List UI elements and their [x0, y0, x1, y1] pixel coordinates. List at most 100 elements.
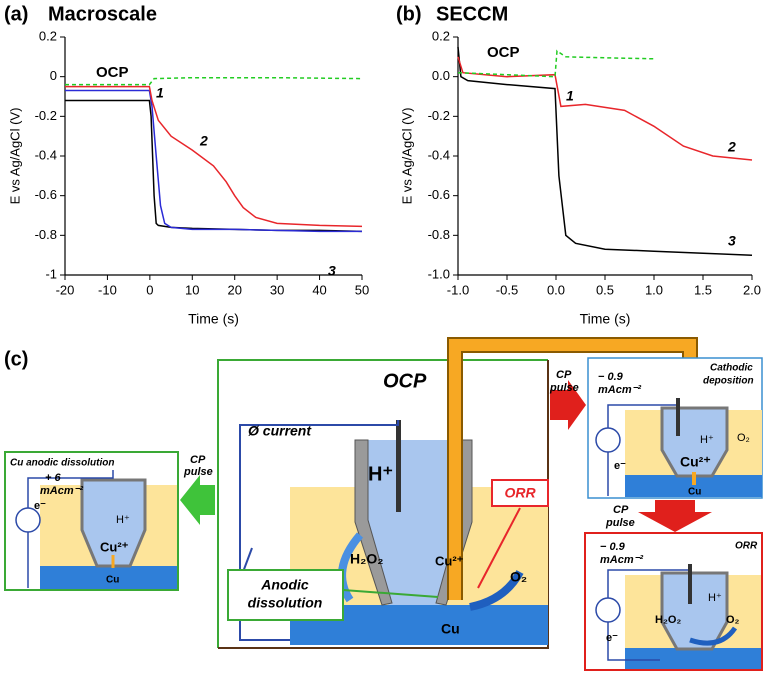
annotation: 1: [156, 85, 164, 101]
substrate: [625, 648, 761, 669]
arrow: [689, 626, 738, 646]
x-tick-label: 2.0: [743, 282, 761, 297]
arrow: [469, 569, 524, 611]
x-tick-label: 20: [227, 282, 241, 297]
series-line: [457, 49, 655, 78]
orr-box: [491, 479, 549, 507]
x-tick-label: 10: [185, 282, 199, 297]
panel-title: ORR: [735, 541, 758, 552]
bottom-right-panel: ORR − 0.9 mAcm⁻² H⁺ H₂O₂ O₂ e⁻: [584, 532, 763, 671]
chart-title: Macroscale: [48, 3, 157, 25]
electrode: [676, 398, 680, 436]
pipette-wall: [354, 439, 393, 606]
pipette-solution: [366, 440, 461, 605]
label: CP: [613, 504, 629, 516]
top-right-panel: CP pulse − 0.9 mAcm⁻² Cathodic depositio…: [549, 357, 763, 529]
y-tick-label: -1: [45, 266, 57, 281]
electrode: [396, 420, 401, 512]
electrode: [688, 564, 692, 604]
label: O₂: [737, 432, 750, 444]
y-tick-label: -0.4: [428, 147, 450, 162]
y-axis-label: E vs Ag/AgCl (V): [7, 108, 22, 205]
y-tick-label: -1.0: [428, 266, 450, 281]
panel-title: deposition: [703, 376, 754, 387]
x-tick-label: 50: [355, 282, 369, 297]
annotation: 2: [199, 133, 208, 149]
y-tick-label: 0: [50, 68, 57, 83]
panel-title: Cathodic: [710, 363, 753, 374]
label: dissolution: [248, 595, 323, 611]
label: CP: [190, 454, 206, 466]
label: Cu²⁺: [435, 553, 464, 568]
y-tick-label: 0.0: [432, 68, 450, 83]
arrow: [477, 507, 521, 589]
x-tick-label: -0.5: [496, 282, 518, 297]
arrow: [342, 589, 439, 598]
y-tick-label: -0.8: [35, 227, 57, 242]
substrate: [40, 566, 177, 589]
label: e⁻: [614, 460, 626, 472]
annotation: OCP: [487, 44, 520, 61]
label: pulse: [605, 517, 635, 529]
anodic-box: [227, 569, 344, 621]
x-tick-label: -20: [56, 282, 75, 297]
label: CP: [556, 369, 572, 381]
label: H⁺: [368, 463, 393, 485]
x-tick-label: 40: [312, 282, 326, 297]
label: − 0.9: [598, 371, 624, 383]
y-tick-label: -0.4: [35, 147, 57, 162]
annotation: OCP: [96, 64, 129, 81]
label: H₂O₂: [655, 614, 681, 626]
label: e⁻: [606, 632, 618, 644]
annotation: 3: [728, 233, 736, 249]
panel-label: (c): [4, 348, 28, 370]
label: O₂: [510, 569, 527, 585]
chart-title: SECCM: [436, 3, 508, 25]
panel-label: (b): [396, 3, 422, 25]
series-line: [457, 46, 753, 256]
label: Cu: [106, 575, 119, 586]
label: Ø current: [248, 423, 312, 439]
current-source: [15, 507, 41, 533]
annotation: 2: [727, 139, 736, 155]
label: + 6: [45, 472, 61, 484]
label: O₂: [726, 614, 740, 626]
left-panel: Cu anodic dissolution + 6 mAcm⁻² e⁻ H⁺ C…: [4, 451, 213, 591]
label: Anodic: [260, 577, 309, 593]
x-axis-label: Time (s): [188, 311, 239, 327]
circuit: [27, 470, 114, 588]
border: [217, 359, 548, 648]
label: H₂O₂: [350, 551, 383, 567]
x-tick-label: 1.5: [694, 282, 712, 297]
y-tick-label: -0.8: [428, 227, 450, 242]
y-tick-label: -0.2: [35, 108, 57, 123]
series-line: [457, 56, 753, 161]
x-tick-label: 1.0: [645, 282, 663, 297]
label: pulse: [549, 382, 579, 394]
label: H⁺: [116, 514, 130, 526]
border: [218, 360, 549, 649]
label: ORR: [504, 485, 536, 501]
series-line: [65, 76, 363, 86]
x-tick-label: 0.5: [596, 282, 614, 297]
label: pulse: [183, 466, 213, 478]
series-line: [65, 89, 362, 233]
annotation: 3: [328, 263, 336, 279]
pipette: [660, 571, 729, 651]
label: mAcm⁻²: [598, 384, 641, 396]
label: mAcm⁻²: [600, 554, 643, 566]
substrate: [625, 475, 762, 497]
current-source: [595, 597, 621, 623]
panel-title: Cu anodic dissolution: [10, 458, 114, 469]
label: − 0.9: [600, 541, 626, 553]
label: Cu²⁺: [680, 454, 711, 470]
panel-label: (a): [4, 3, 28, 25]
y-tick-label: 0.2: [432, 28, 450, 43]
y-tick-label: -0.6: [35, 187, 57, 202]
y-tick-label: -0.6: [428, 187, 450, 202]
arrow: [550, 380, 586, 430]
y-tick-label: 0.2: [39, 28, 57, 43]
label: H⁺: [700, 434, 714, 446]
arrow: [638, 500, 712, 532]
label: H⁺: [708, 592, 722, 604]
